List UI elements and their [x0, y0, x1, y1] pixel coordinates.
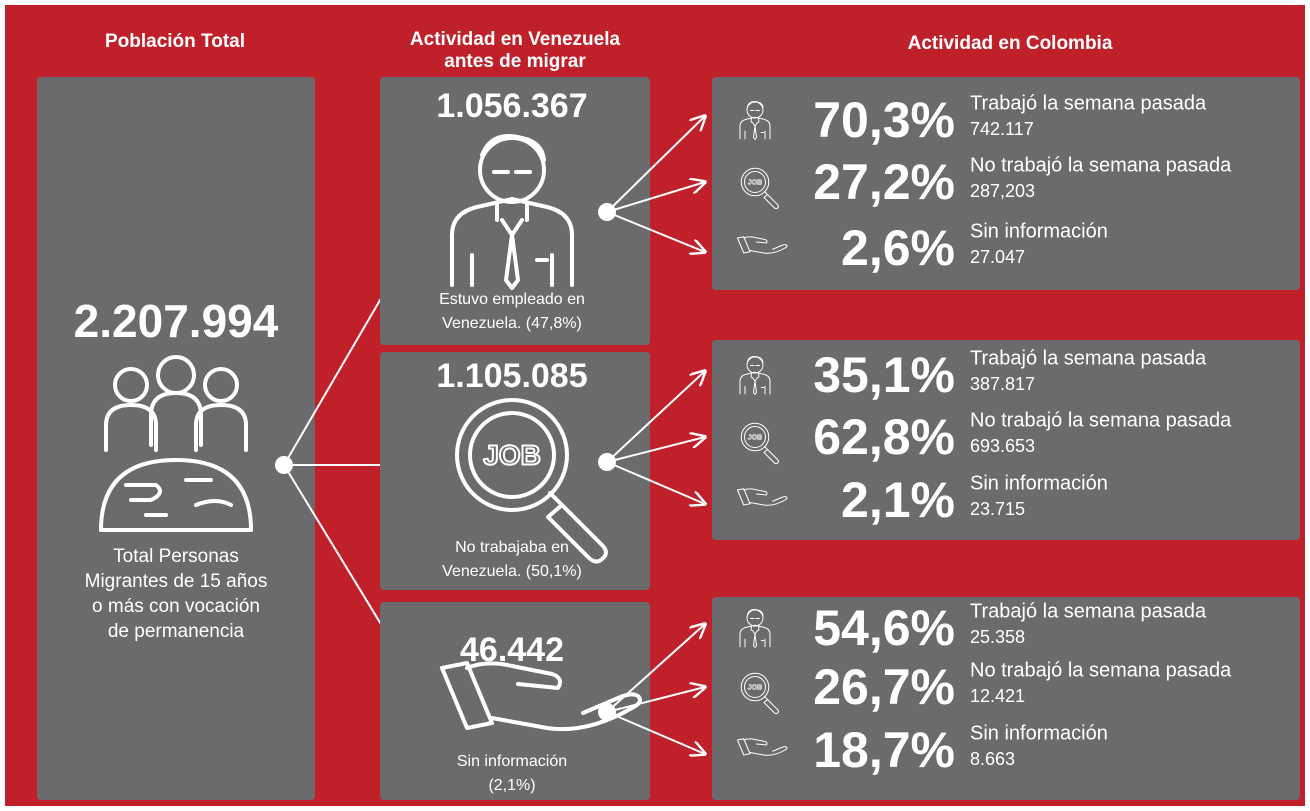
outcome-label: Trabajó la semana pasada: [970, 92, 1207, 114]
outcome-count: 23.715: [970, 499, 1025, 519]
header: Actividad en Venezuela: [410, 29, 621, 50]
group-description: No trabajaba en: [455, 539, 569, 556]
group-description: Sin información: [457, 753, 567, 770]
header: Población Total: [105, 31, 245, 52]
group-description: Estuvo empleado en: [439, 291, 585, 308]
outcome-percent: 54,6%: [813, 600, 955, 656]
outcome-label: No trabajó la semana pasada: [970, 154, 1232, 176]
outcome-label: Sin información: [970, 220, 1108, 242]
group-description: Venezuela. (50,1%): [442, 563, 582, 580]
outcome-percent: 27,2%: [813, 154, 955, 210]
outcome-percent: 70,3%: [813, 92, 955, 148]
outcome-percent: 26,7%: [813, 659, 955, 715]
outcome-percent: 18,7%: [813, 722, 955, 778]
outcome-label: No trabajó la semana pasada: [970, 659, 1232, 681]
outcome-count: 693.653: [970, 436, 1035, 456]
outcome-percent: 62,8%: [813, 409, 955, 465]
total-value: 2.207.994: [74, 295, 279, 347]
outcome-percent: 35,1%: [813, 347, 955, 403]
infographic: JOB Población Total Actividad en Venezue…: [0, 0, 1310, 811]
header: Actividad en Colombia: [908, 33, 1113, 54]
outcome-percent: 2,1%: [841, 472, 955, 528]
outcome-label: Sin información: [970, 722, 1108, 744]
group-value: 1.056.367: [436, 87, 587, 125]
outcome-label: No trabajó la semana pasada: [970, 409, 1232, 431]
outcome-count: 12.421: [970, 686, 1025, 706]
outcome-count: 8.663: [970, 749, 1015, 769]
outcome-count: 742.117: [970, 119, 1034, 139]
outcome-label: Sin información: [970, 472, 1108, 494]
outcome-label: Trabajó la semana pasada: [970, 347, 1207, 369]
outcome-count: 287,203: [970, 181, 1035, 201]
header: antes de migrar: [444, 51, 586, 72]
total-description: o más con vocación: [92, 596, 260, 617]
outcome-count: 25.358: [970, 627, 1025, 647]
total-description: Total Personas: [113, 546, 239, 567]
group-description: Venezuela. (47,8%): [442, 315, 582, 332]
total-description: Migrantes de 15 años: [85, 571, 268, 592]
group-description: (2,1%): [488, 777, 535, 794]
outcome-label: Trabajó la semana pasada: [970, 600, 1207, 622]
total-panel: [37, 77, 315, 800]
total-description: de permanencia: [108, 621, 245, 642]
outcome-percent: 2,6%: [841, 220, 955, 276]
outcome-count: 387.817: [970, 374, 1035, 394]
group-value: 1.105.085: [436, 357, 587, 395]
outcome-count: 27.047: [970, 247, 1025, 267]
